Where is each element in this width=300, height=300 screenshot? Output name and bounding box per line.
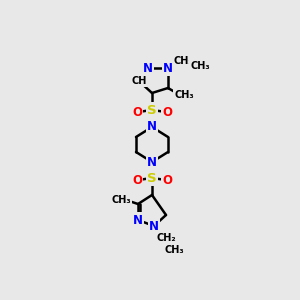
Text: N: N [163, 61, 173, 74]
Text: CH₃: CH₃ [190, 61, 210, 71]
Text: CH₂: CH₂ [156, 233, 176, 243]
Text: N: N [133, 214, 143, 226]
Text: S: S [147, 172, 157, 184]
Text: CH₃: CH₃ [164, 245, 184, 255]
Text: N: N [143, 61, 153, 74]
Text: CH₃: CH₃ [174, 90, 194, 100]
Text: O: O [162, 173, 172, 187]
Text: CH₂: CH₂ [173, 56, 193, 66]
Text: CH: CH [131, 76, 147, 86]
Text: N: N [149, 220, 159, 232]
Text: O: O [132, 106, 142, 118]
Text: O: O [162, 106, 172, 118]
Text: N: N [147, 119, 157, 133]
Text: N: N [147, 157, 157, 169]
Text: O: O [132, 173, 142, 187]
Text: CH₃: CH₃ [111, 195, 131, 205]
Text: S: S [147, 103, 157, 116]
